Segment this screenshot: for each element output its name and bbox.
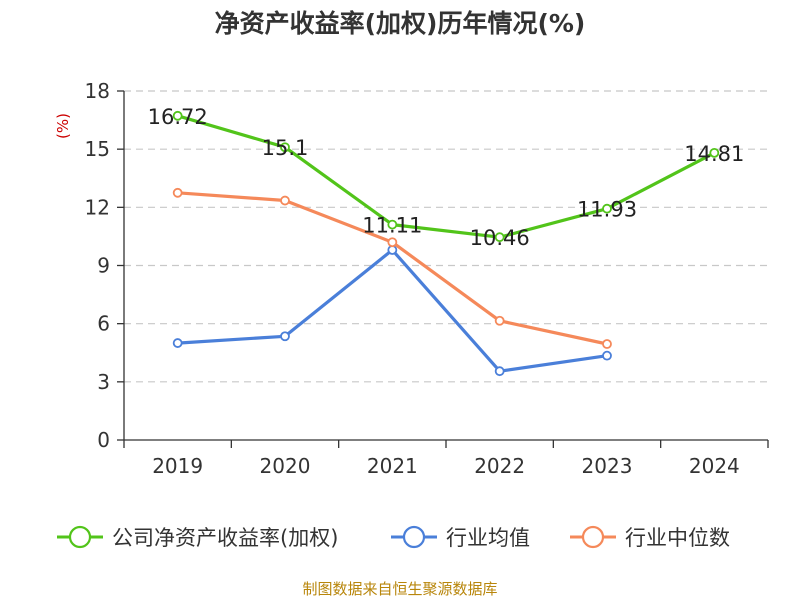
data-label-2024: 14.81 xyxy=(684,142,744,166)
data-point-s2-2019[interactable] xyxy=(172,187,183,198)
x-tick-label-2023: 2023 xyxy=(582,454,633,478)
legend-label-2[interactable]: 行业中位数 xyxy=(625,526,730,550)
data-point-s2-2023[interactable] xyxy=(602,339,612,349)
y-tick-label-18: 18 xyxy=(85,79,110,103)
y-tick-label-9: 9 xyxy=(97,254,110,278)
data-point-s1-2019[interactable] xyxy=(172,338,183,348)
data-source-note: 制图数据来自恒生聚源数据库 xyxy=(302,580,498,598)
x-tick-label-2022: 2022 xyxy=(474,454,525,478)
y-axis-unit-label: (%) xyxy=(54,113,72,139)
y-tick-label-0: 0 xyxy=(97,428,110,452)
data-point-s2-2022[interactable] xyxy=(494,315,505,326)
legend-marker-1[interactable] xyxy=(402,525,426,549)
data-label-2020: 15.1 xyxy=(262,136,309,160)
x-tick-label-2021: 2021 xyxy=(367,454,418,478)
data-point-s0-2022[interactable] xyxy=(494,232,505,243)
series-line-0 xyxy=(176,114,716,239)
data-label-2023: 11.93 xyxy=(577,198,637,222)
data-point-s0-2019[interactable] xyxy=(172,110,183,121)
x-tick-label-2020: 2020 xyxy=(260,454,311,478)
y-tick-label-12: 12 xyxy=(85,195,110,219)
data-point-s0-2023[interactable] xyxy=(602,203,612,214)
y-tick-label-6: 6 xyxy=(97,312,110,336)
data-point-s1-2022[interactable] xyxy=(494,366,505,377)
legend-label-0[interactable]: 公司净资产收益率(加权) xyxy=(112,526,338,550)
legend-label-1[interactable]: 行业均值 xyxy=(446,526,530,550)
data-point-s1-2020[interactable] xyxy=(280,331,290,342)
data-label-2022: 10.46 xyxy=(470,226,530,250)
data-point-s1-2023[interactable] xyxy=(602,350,612,361)
legend-marker-2[interactable] xyxy=(581,525,605,549)
legend-marker-0[interactable] xyxy=(68,525,92,549)
data-point-s2-2021[interactable] xyxy=(387,237,398,248)
x-tick-label-2019: 2019 xyxy=(152,454,203,478)
chart-title: 净资产收益率(加权)历年情况(%) xyxy=(214,9,586,38)
y-tick-label-15: 15 xyxy=(85,137,110,161)
data-point-s0-2020[interactable] xyxy=(280,142,290,153)
data-point-s1-2021[interactable] xyxy=(387,245,398,255)
data-point-s0-2021[interactable] xyxy=(387,219,398,230)
x-tick-label-2024: 2024 xyxy=(689,454,740,478)
data-point-s0-2024[interactable] xyxy=(709,147,720,158)
series-line-1 xyxy=(176,248,609,373)
data-label-2021: 11.11 xyxy=(362,214,422,238)
data-point-s2-2020[interactable] xyxy=(280,195,290,206)
y-tick-label-3: 3 xyxy=(97,370,110,394)
data-label-2019: 16.72 xyxy=(148,105,208,129)
